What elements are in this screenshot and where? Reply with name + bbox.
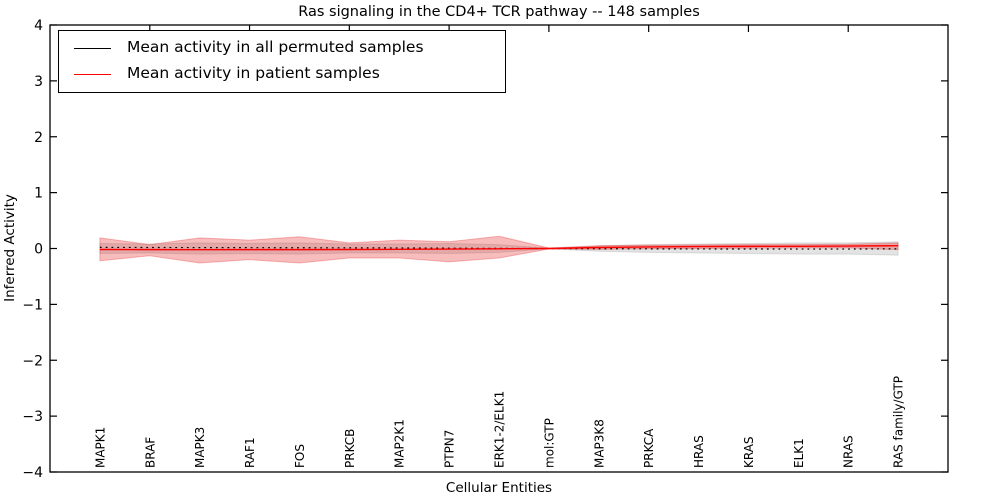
legend-label-permuted: Mean activity in all permuted samples [127,37,424,56]
legend-item-permuted: Mean activity in all permuted samples [59,37,505,58]
patient-samples-std-band [99,235,899,264]
x-tick-label: PRKCA [642,428,656,468]
x-tick-label: mol:GTP [542,418,556,468]
x-tick-label: KRAS [742,436,756,468]
legend-label-patient: Mean activity in patient samples [127,63,380,82]
x-tick-label: MAPK1 [93,427,107,468]
x-tick-label: MAP3K8 [592,419,606,468]
legend-box: Mean activity in all permuted samples Me… [58,30,506,93]
y-tick-label: 1 [34,186,43,202]
x-tick-label: RAS family/GTP [892,376,906,468]
series-layer [99,245,899,251]
x-tick-label: FOS [293,444,307,468]
x-tick-label: RAF1 [243,437,257,468]
x-tick-label: HRAS [692,435,706,468]
y-tick-label: 3 [34,74,43,90]
x-tick-label: PRKCB [343,429,357,468]
x-tick-label: MAP2K1 [393,419,407,468]
chart-title: Ras signaling in the CD4+ TCR pathway --… [298,4,700,20]
x-tick-label: ERK1-2/ELK1 [493,391,507,468]
x-axis-title: Cellular Entities [446,480,552,496]
y-tick-label: −1 [22,297,43,313]
x-tick-label: MAPK3 [193,427,207,468]
y-tick-label: 4 [34,18,43,34]
tick-labels-layer: 4 3 2 1 0 −1 −2 −3 −4 MAPK1 BRAF MAPK3 RAF1 FOS PRKCB M… [22,18,905,481]
y-tick-label: −2 [22,353,43,369]
x-tick-label: NRAS [842,435,856,468]
x-tick-label: BRAF [143,437,157,468]
y-tick-label: −4 [22,465,43,481]
y-tick-label: 2 [34,130,43,146]
y-tick-label: 0 [34,242,43,258]
patient-mean-line [99,245,899,251]
x-tick-label: ELK1 [792,438,806,468]
x-tick-label: PTPN7 [443,430,457,468]
y-axis-title: Inferred Activity [2,194,18,302]
permuted-line-swatch [74,47,111,49]
legend-item-patient: Mean activity in patient samples [59,63,505,84]
patient-line-swatch [74,74,111,76]
y-tick-label: −3 [22,409,43,425]
